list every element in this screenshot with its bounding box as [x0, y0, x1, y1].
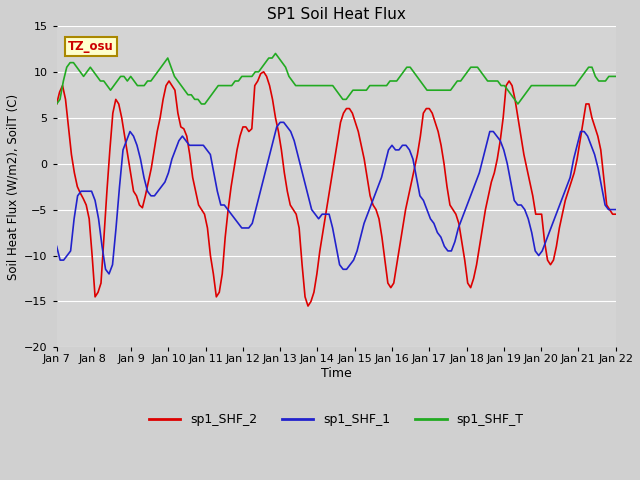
sp1_SHF_T — [612, 73, 620, 79]
sp1_SHF_2 — [112, 96, 120, 102]
sp1_SHF_1 — [262, 166, 270, 171]
sp1_SHF_1 — [276, 120, 284, 125]
sp1_SHF_T — [130, 78, 138, 84]
sp1_SHF_1 — [105, 271, 113, 277]
sp1_SHF_1 — [241, 225, 249, 231]
sp1_SHF_T — [335, 92, 343, 97]
sp1_SHF_T — [127, 73, 134, 79]
sp1_SHF_T — [342, 96, 350, 102]
Line: sp1_SHF_2: sp1_SHF_2 — [56, 72, 616, 306]
sp1_SHF_1 — [591, 152, 598, 157]
sp1_SHF_2 — [260, 69, 268, 75]
sp1_SHF_2 — [313, 271, 321, 277]
sp1_SHF_T — [252, 69, 259, 75]
sp1_SHF_T — [52, 101, 60, 107]
sp1_SHF_2 — [183, 133, 191, 139]
sp1_SHF_2 — [212, 294, 220, 300]
Legend: sp1_SHF_2, sp1_SHF_1, sp1_SHF_T: sp1_SHF_2, sp1_SHF_1, sp1_SHF_T — [143, 408, 529, 431]
sp1_SHF_T — [271, 50, 279, 56]
sp1_SHF_2 — [221, 234, 229, 240]
sp1_SHF_2 — [340, 110, 348, 116]
Line: sp1_SHF_T: sp1_SHF_T — [56, 53, 616, 104]
sp1_SHF_1 — [552, 211, 560, 217]
Y-axis label: Soil Heat Flux (W/m2), SoilT (C): Soil Heat Flux (W/m2), SoilT (C) — [7, 94, 20, 280]
sp1_SHF_T — [423, 87, 431, 93]
Text: TZ_osu: TZ_osu — [68, 40, 113, 53]
sp1_SHF_1 — [524, 216, 532, 222]
sp1_SHF_1 — [612, 207, 620, 213]
sp1_SHF_2 — [52, 101, 60, 107]
sp1_SHF_2 — [304, 303, 312, 309]
sp1_SHF_1 — [52, 243, 60, 249]
sp1_SHF_1 — [210, 170, 218, 176]
sp1_SHF_2 — [612, 211, 620, 217]
X-axis label: Time: Time — [321, 367, 351, 380]
Title: SP1 Soil Heat Flux: SP1 Soil Heat Flux — [267, 7, 406, 22]
Line: sp1_SHF_1: sp1_SHF_1 — [56, 122, 616, 274]
